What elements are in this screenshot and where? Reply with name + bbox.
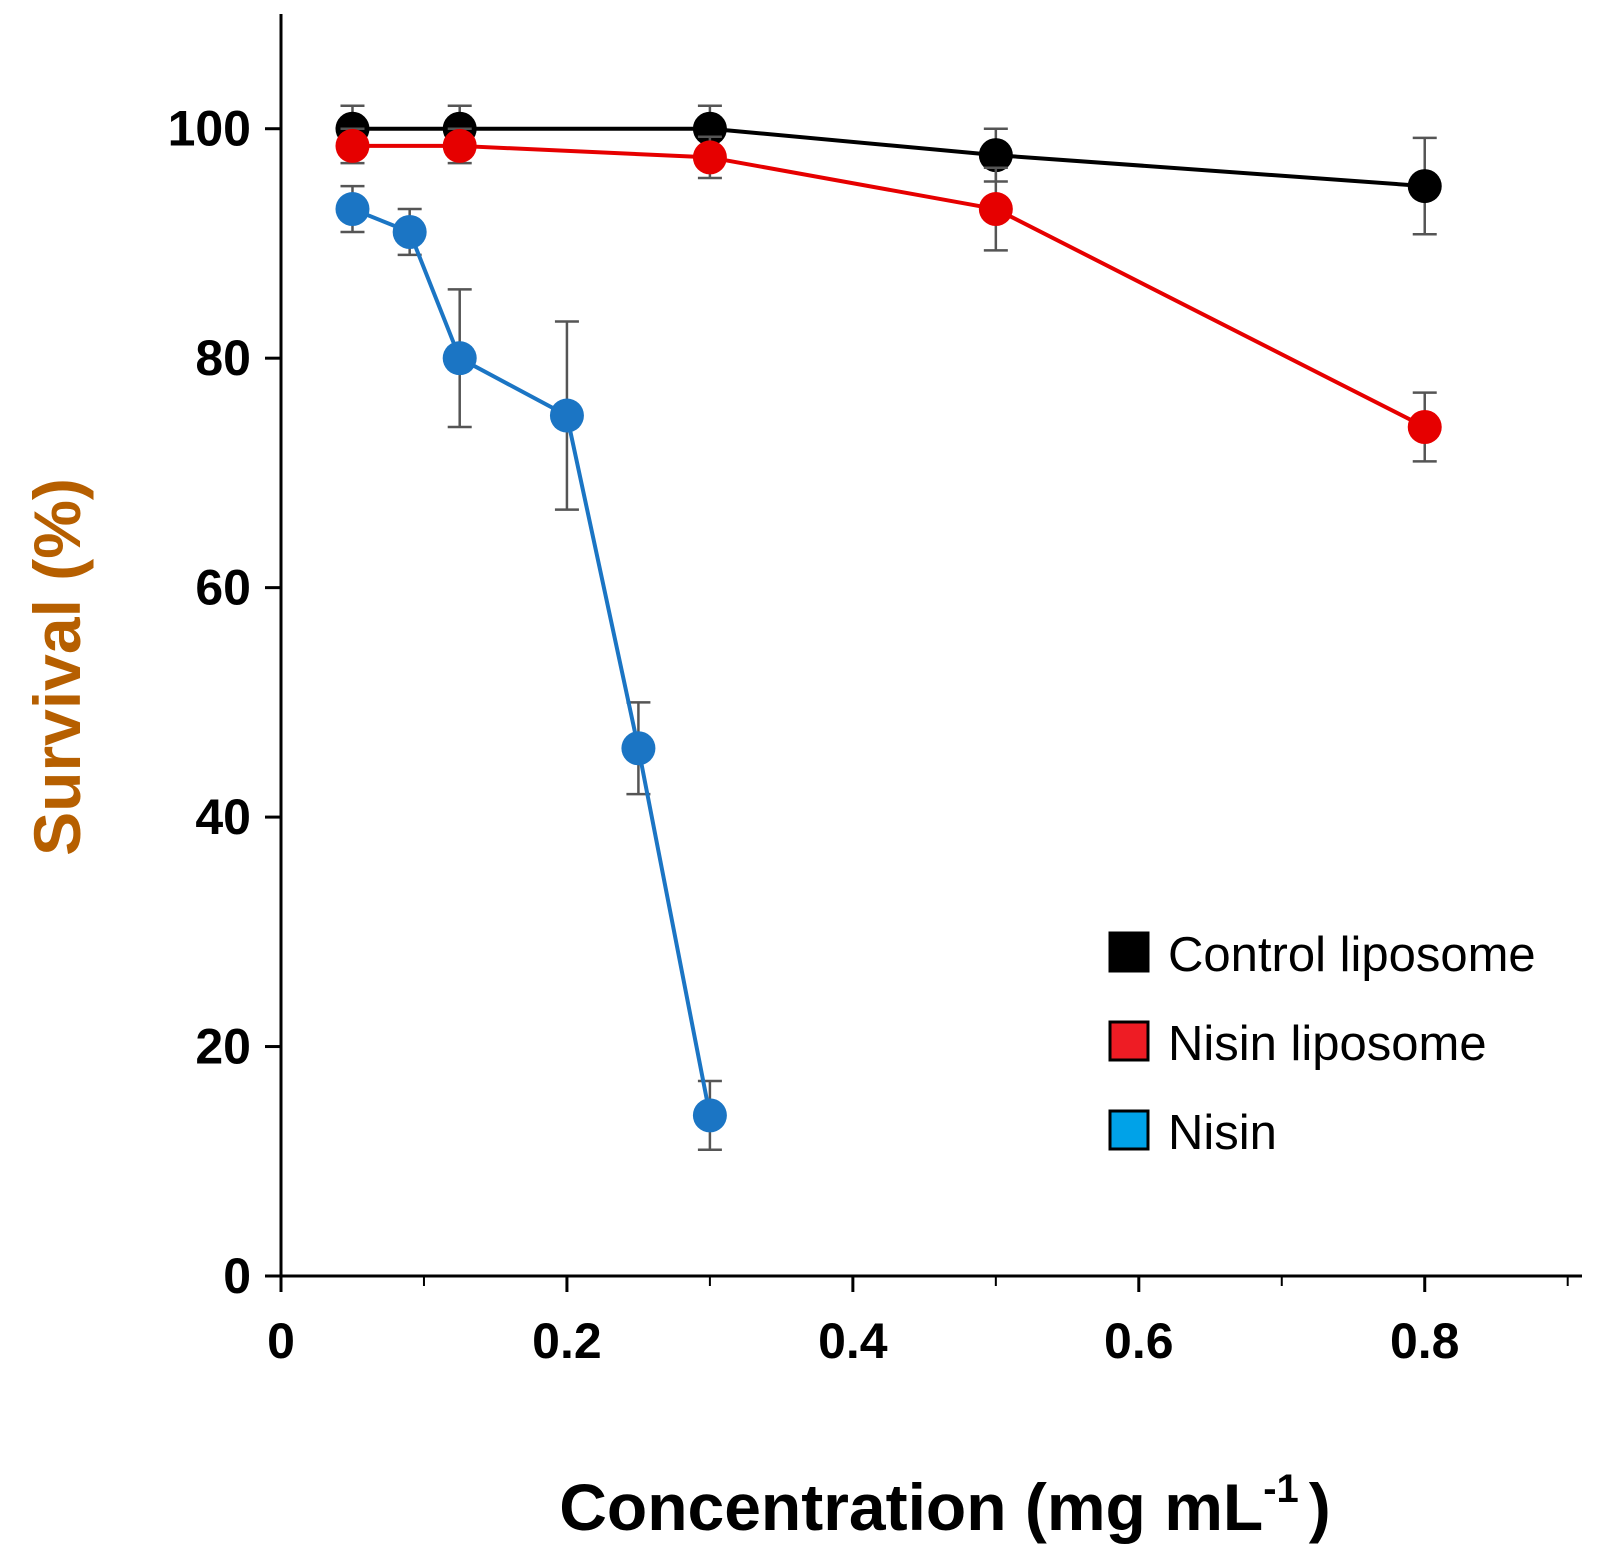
x-axis-title-close: ) — [1309, 1470, 1331, 1544]
y-tick-label: 60 — [195, 560, 251, 616]
data-point — [442, 341, 477, 376]
data-point — [335, 192, 370, 227]
data-point — [692, 1098, 727, 1133]
data-point — [978, 138, 1013, 173]
y-tick-label: 100 — [168, 101, 251, 157]
legend-swatch — [1108, 931, 1150, 973]
x-ticks: 0 0.2 0.4 0.6 0.8 — [267, 1276, 1569, 1369]
legend: Control liposome Nisin liposome Nisin — [1108, 928, 1536, 1160]
legend-item: Nisin — [1108, 1106, 1277, 1160]
x-tick-label: 0.8 — [1390, 1313, 1460, 1369]
y-tick-label: 20 — [195, 1019, 251, 1075]
legend-label: Nisin — [1168, 1106, 1277, 1160]
legend-label: Control liposome — [1168, 928, 1536, 982]
y-tick-label: 80 — [195, 330, 251, 386]
x-tick-label: 0.2 — [532, 1313, 602, 1369]
data-point — [692, 140, 727, 175]
series-layer — [335, 104, 1442, 1152]
x-tick-label: 0 — [267, 1313, 295, 1369]
legend-swatch — [1108, 1020, 1150, 1062]
data-point — [1407, 410, 1442, 445]
data-point — [978, 192, 1013, 227]
legend-swatch — [1108, 1109, 1150, 1151]
x-axis-title-main: Concentration (mg mL — [559, 1470, 1263, 1544]
series-line — [352, 126, 1425, 189]
y-tick-label: 40 — [195, 789, 251, 845]
x-tick-label: 0.6 — [1104, 1313, 1174, 1369]
series-nisin-liposome — [335, 127, 1442, 463]
series-nisin — [335, 184, 727, 1152]
legend-label: Nisin liposome — [1168, 1017, 1487, 1071]
y-tick-label: 0 — [223, 1248, 251, 1304]
x-axis-title: Concentration (mg mL-1) — [559, 1467, 1331, 1544]
y-axis-title: Survival (%) — [20, 478, 94, 856]
y-ticks: 0 20 40 60 80 100 — [168, 101, 281, 1304]
legend-item: Control liposome — [1108, 928, 1536, 982]
series-line — [351, 207, 712, 1116]
legend-item: Nisin liposome — [1108, 1017, 1487, 1071]
data-point — [442, 128, 477, 163]
x-axis-title-superscript: -1 — [1263, 1467, 1299, 1511]
data-point — [1407, 169, 1442, 204]
data-point — [549, 398, 584, 433]
data-point — [621, 731, 656, 766]
axes — [279, 14, 1582, 1278]
data-point — [392, 214, 427, 249]
x-tick-label: 0.4 — [818, 1313, 888, 1369]
series-control-liposome — [335, 104, 1442, 236]
data-point — [335, 128, 370, 163]
